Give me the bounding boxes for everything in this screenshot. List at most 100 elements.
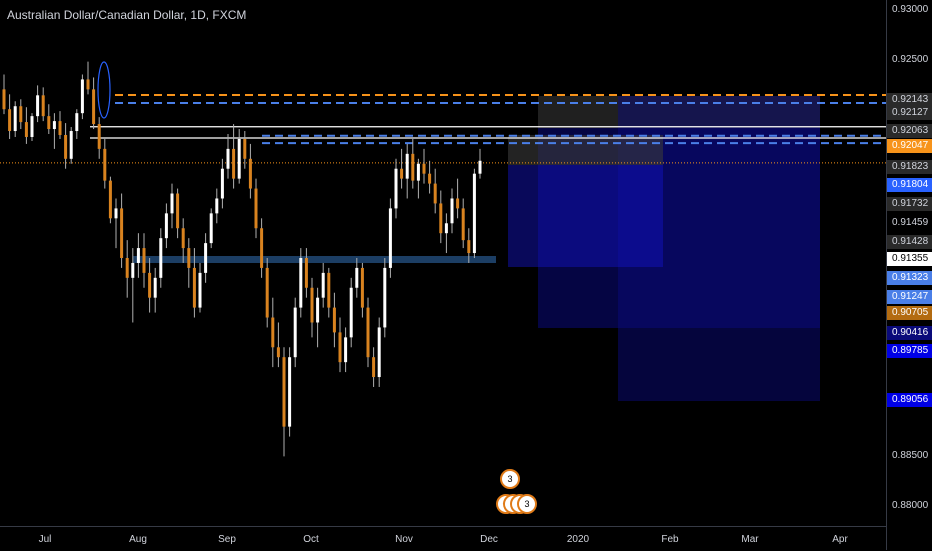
time-tick-label: Aug	[129, 534, 147, 545]
candle-body	[159, 238, 163, 278]
candle-body	[428, 173, 432, 184]
candle-body	[92, 89, 96, 125]
candle-body	[338, 332, 342, 363]
candle-body	[472, 173, 476, 254]
candle-body	[192, 267, 196, 308]
price-marker-label[interactable]: 0.92143	[887, 93, 932, 107]
price-marker-label[interactable]: 0.90705	[887, 306, 932, 320]
candle-body	[276, 347, 280, 358]
time-tick-label: Oct	[303, 534, 319, 545]
candle-body	[478, 160, 482, 174]
candle-body	[187, 248, 191, 268]
price-tick-label: 0.88000	[892, 500, 929, 511]
candle-body	[41, 95, 45, 117]
candle-body	[243, 138, 247, 159]
price-chart[interactable]	[0, 0, 886, 526]
candle-body	[69, 131, 73, 159]
candle-body	[332, 307, 336, 333]
price-marker-label[interactable]: 0.91804	[887, 178, 932, 192]
candle-body	[86, 79, 90, 90]
candle-body	[400, 168, 404, 179]
candle-body	[176, 193, 180, 229]
candle-body	[164, 213, 168, 239]
time-tick-label: Jul	[38, 534, 52, 545]
candle-body	[209, 213, 213, 244]
price-marker-label[interactable]: 0.91428	[887, 235, 932, 249]
candle-body	[19, 106, 23, 123]
price-marker-label[interactable]: 0.91823	[887, 160, 932, 174]
candle-body	[394, 168, 398, 209]
price-marker-label[interactable]: 0.91459	[887, 216, 932, 230]
candle-body	[450, 198, 454, 224]
candle-body	[36, 95, 40, 117]
price-marker-label[interactable]: 0.91323	[887, 271, 932, 285]
candle-body	[265, 267, 269, 318]
candle-body	[237, 138, 241, 179]
price-axis[interactable]: 0.93000 0.92500 0.88500 0.88000 0.92143 0.921…	[886, 0, 932, 550]
candle-body	[461, 208, 465, 241]
candle-body	[103, 148, 107, 181]
candle-body	[58, 121, 62, 135]
candle-body	[383, 267, 387, 328]
position-box-loss-3	[508, 165, 663, 267]
candle-body	[13, 106, 17, 132]
candle-body	[293, 307, 297, 358]
candle-body	[388, 208, 392, 268]
position-box-profit-2	[508, 135, 663, 165]
candle-body	[226, 148, 230, 169]
price-tick-label: 0.92500	[892, 53, 929, 65]
candle-body	[170, 193, 174, 214]
candle-body	[125, 258, 129, 278]
candle-body	[30, 116, 34, 137]
time-tick-label: 2020	[566, 534, 590, 545]
price-marker-label[interactable]: 0.92127	[887, 106, 932, 120]
candle-body	[271, 317, 275, 348]
candle-body	[260, 228, 264, 268]
candle-body	[254, 188, 258, 229]
candle-body	[416, 163, 420, 181]
candle-body	[405, 153, 409, 179]
candle-body	[355, 267, 359, 288]
candle-body	[220, 168, 224, 199]
event-badge-top[interactable]: 3	[500, 469, 520, 489]
candle-body	[153, 277, 157, 298]
candle-body	[80, 79, 84, 114]
candle-body	[467, 240, 471, 254]
chart-title: Australian Dollar/Canadian Dollar, 1D, F…	[7, 8, 247, 22]
price-marker-label[interactable]: 0.90416	[887, 326, 932, 340]
candle-body	[372, 357, 376, 378]
candle-body	[120, 208, 124, 258]
candle-body	[75, 113, 79, 132]
candle-body	[47, 116, 51, 130]
price-tick-label: 0.93000	[892, 4, 929, 15]
candle-body	[288, 357, 292, 427]
candle-body	[433, 183, 437, 204]
time-axis[interactable]: Jul Aug Sep Oct Nov Dec 2020 Feb Mar Apr	[0, 526, 886, 551]
candle-body	[114, 208, 118, 219]
event-badge-top-count: 3	[507, 474, 513, 484]
time-tick-label: Apr	[832, 534, 848, 545]
chart-area[interactable]: Australian Dollar/Canadian Dollar, 1D, F…	[0, 0, 886, 526]
swing-high-marker	[97, 61, 111, 119]
price-marker-label[interactable]: 0.91732	[887, 197, 932, 211]
candle-body	[366, 307, 370, 358]
price-marker-label[interactable]: 0.92063	[887, 124, 932, 138]
candle-body	[181, 228, 185, 249]
candle-body	[142, 248, 146, 273]
price-marker-label[interactable]: 0.92047	[887, 139, 932, 153]
candle-body	[52, 121, 56, 130]
time-tick-label: Dec	[480, 534, 498, 545]
price-marker-label[interactable]: 0.91355	[887, 252, 932, 266]
candle-body	[198, 272, 202, 308]
time-tick-label: Nov	[395, 534, 413, 545]
price-marker-label[interactable]: 0.89785	[887, 344, 932, 358]
candle-body	[304, 258, 308, 288]
candle-body	[321, 272, 325, 298]
event-badge-bottom-4[interactable]: 3	[517, 494, 537, 514]
candle-body	[456, 198, 460, 209]
price-marker-label[interactable]: 0.89056	[887, 393, 932, 407]
candle-body	[344, 337, 348, 363]
candle-body	[422, 163, 426, 174]
price-marker-label[interactable]: 0.91247	[887, 290, 932, 304]
candle-body	[204, 243, 208, 273]
